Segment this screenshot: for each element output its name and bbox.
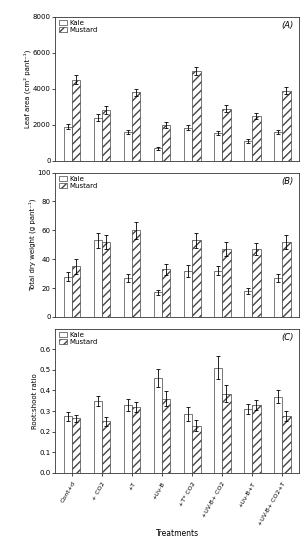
Bar — [94, 401, 102, 473]
Legend: Kale, Mustard: Kale, Mustard — [58, 19, 99, 35]
Bar — [102, 242, 110, 317]
Bar — [222, 249, 231, 317]
Y-axis label: Root:shoot ratio: Root:shoot ratio — [32, 373, 38, 428]
Bar — [282, 416, 291, 473]
Bar — [192, 240, 201, 317]
Bar — [244, 291, 252, 317]
Bar — [154, 293, 162, 317]
Legend: Kale, Mustard: Kale, Mustard — [58, 331, 99, 346]
Bar — [222, 394, 231, 473]
Bar — [252, 116, 261, 161]
Bar — [282, 242, 291, 317]
Bar — [154, 378, 162, 473]
Bar — [162, 125, 171, 161]
Bar — [63, 126, 72, 161]
Bar — [94, 240, 102, 317]
Bar — [222, 108, 231, 161]
Bar — [72, 266, 80, 317]
Bar — [124, 278, 132, 317]
Bar — [192, 70, 201, 161]
Bar — [124, 405, 132, 473]
Text: (B): (B) — [282, 177, 294, 186]
Bar — [132, 407, 140, 473]
Bar — [63, 277, 72, 317]
Bar — [214, 368, 222, 473]
Bar — [132, 230, 140, 317]
Bar — [184, 271, 192, 317]
Bar — [274, 278, 282, 317]
Legend: Kale, Mustard: Kale, Mustard — [58, 174, 99, 190]
Bar — [72, 80, 80, 161]
Bar — [244, 141, 252, 161]
Bar — [282, 91, 291, 161]
Bar — [102, 111, 110, 161]
Bar — [184, 128, 192, 161]
Bar — [102, 421, 110, 473]
X-axis label: Treatments: Treatments — [156, 529, 199, 538]
Bar — [274, 132, 282, 161]
Bar — [154, 148, 162, 161]
Bar — [244, 409, 252, 473]
Text: (A): (A) — [282, 21, 294, 30]
Bar — [214, 271, 222, 317]
Bar — [184, 414, 192, 473]
Y-axis label: Total dry weight (g pant⁻¹): Total dry weight (g pant⁻¹) — [28, 199, 36, 291]
Bar — [162, 270, 171, 317]
Bar — [132, 92, 140, 161]
Bar — [72, 419, 80, 473]
Text: (C): (C) — [282, 333, 294, 342]
Bar — [124, 132, 132, 161]
Bar — [192, 426, 201, 473]
Bar — [63, 416, 72, 473]
Bar — [252, 249, 261, 317]
Bar — [214, 133, 222, 161]
Y-axis label: Leaf area (cm² pant⁻¹): Leaf area (cm² pant⁻¹) — [24, 50, 31, 128]
Bar — [252, 405, 261, 473]
Bar — [162, 399, 171, 473]
Bar — [274, 397, 282, 473]
Bar — [94, 118, 102, 161]
